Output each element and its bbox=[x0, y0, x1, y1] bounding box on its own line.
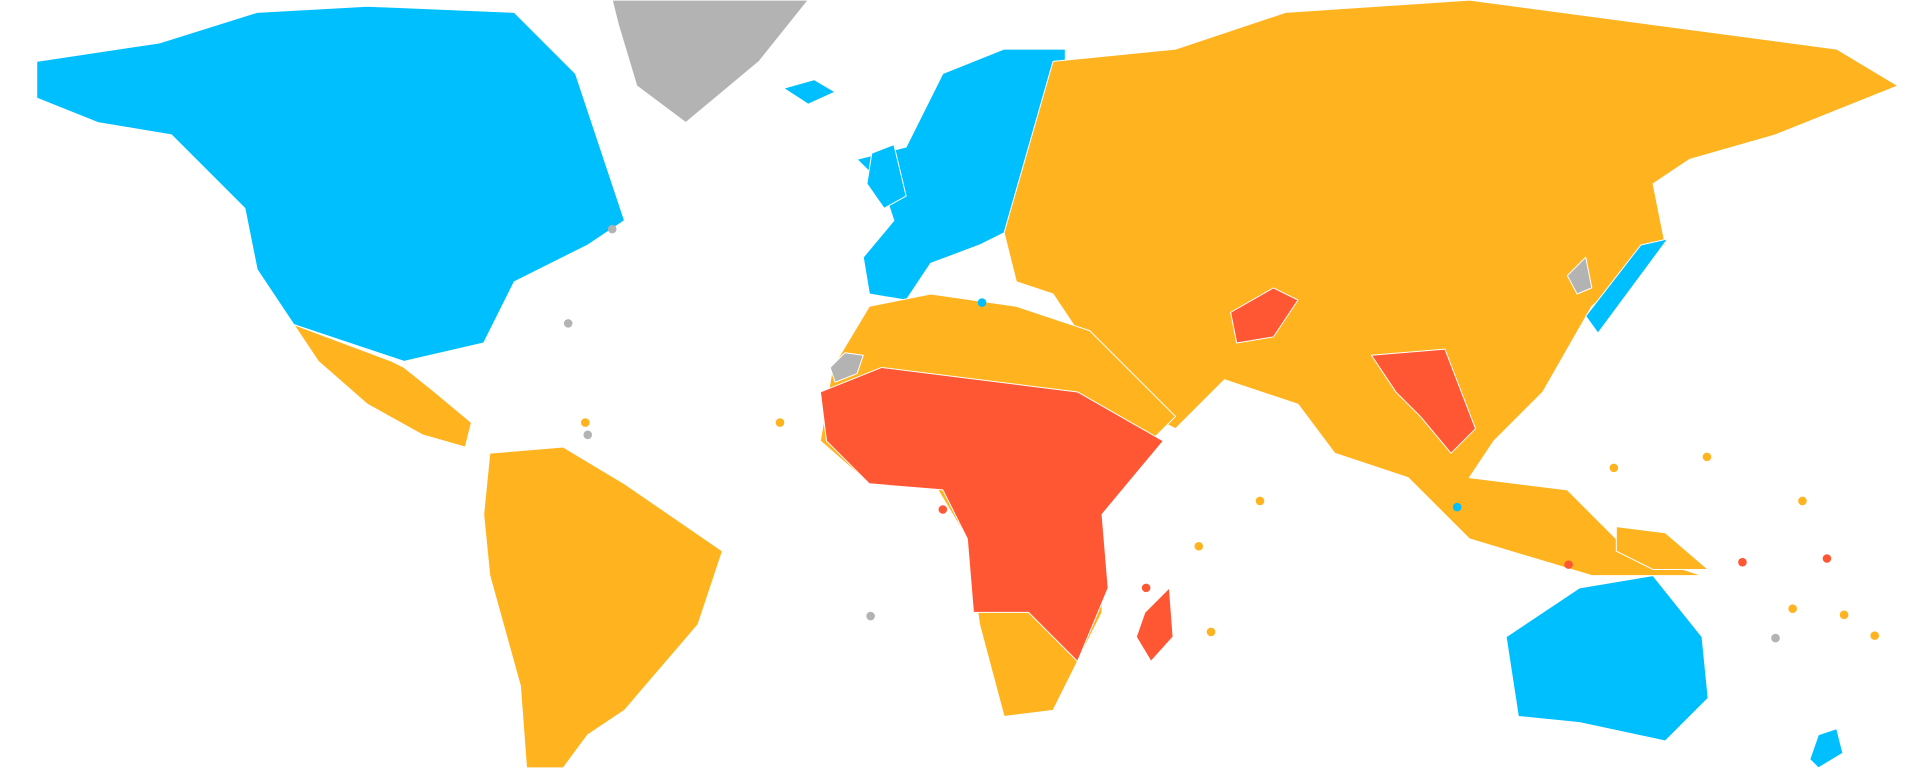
island bbox=[1564, 560, 1573, 569]
island bbox=[977, 298, 987, 307]
asia bbox=[1003, 0, 1899, 577]
island bbox=[1194, 541, 1204, 551]
island bbox=[1870, 631, 1879, 640]
island bbox=[1141, 583, 1151, 593]
island bbox=[1771, 633, 1780, 643]
western-sahara bbox=[829, 352, 864, 383]
australia bbox=[1505, 575, 1709, 742]
island bbox=[775, 418, 785, 427]
island bbox=[1609, 463, 1619, 473]
afghanistan bbox=[1230, 287, 1299, 344]
new-zealand bbox=[1809, 728, 1844, 768]
iceland bbox=[783, 79, 836, 105]
greenland bbox=[611, 0, 809, 124]
island bbox=[1822, 554, 1832, 563]
island bbox=[607, 224, 617, 234]
island bbox=[563, 319, 573, 328]
island bbox=[938, 505, 948, 514]
new-guinea bbox=[1615, 526, 1709, 570]
madagascar bbox=[1135, 587, 1174, 662]
island bbox=[1839, 610, 1849, 620]
island bbox=[1255, 496, 1265, 506]
central-africa bbox=[819, 366, 1164, 662]
korea bbox=[1566, 256, 1593, 295]
island bbox=[1452, 502, 1462, 512]
island bbox=[1788, 604, 1797, 613]
north-america bbox=[36, 5, 625, 362]
island bbox=[583, 430, 593, 440]
south-america bbox=[483, 446, 723, 768]
island bbox=[1798, 496, 1807, 506]
british-isles bbox=[866, 144, 907, 209]
island bbox=[1702, 452, 1712, 462]
island bbox=[1206, 627, 1216, 637]
europe bbox=[856, 48, 1066, 301]
island bbox=[581, 418, 590, 427]
island bbox=[1738, 557, 1747, 567]
southeast-asia bbox=[1370, 348, 1476, 454]
central-america bbox=[293, 324, 472, 448]
japan bbox=[1585, 238, 1669, 334]
island bbox=[866, 611, 875, 621]
